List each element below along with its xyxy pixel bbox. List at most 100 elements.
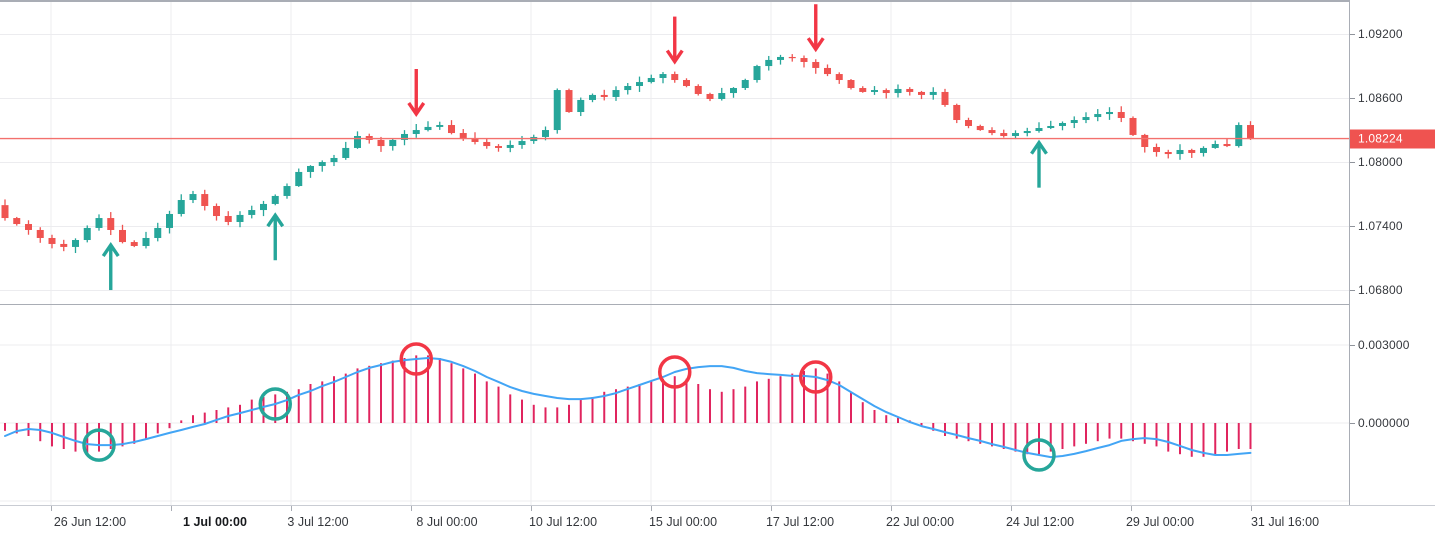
candle-body: [83, 227, 91, 241]
up-arrow-head: [1030, 139, 1048, 155]
candle-body: [471, 138, 479, 142]
time-axis-label: 10 Jul 12:00: [528, 515, 598, 529]
candle-body: [953, 104, 961, 121]
price-tag: 1.08224: [1350, 129, 1435, 149]
candle-body: [36, 229, 44, 238]
candle-body: [683, 80, 690, 86]
candle-body: [283, 186, 291, 196]
time-axis[interactable]: 26 Jun 12:00 1 Jul 00:00 3 Jul 12:00 8 Jul …: [0, 505, 1435, 540]
macd-axis-label: 0.000000: [1358, 416, 1410, 430]
price-tag-value: 1.08224: [1358, 131, 1403, 146]
candle-body: [483, 141, 491, 147]
price-axis-label: 1.07400: [1358, 219, 1403, 234]
candle-body: [1153, 147, 1160, 153]
candle-body: [213, 205, 220, 217]
macd-line: [4, 357, 1252, 459]
candle-body: [929, 91, 937, 95]
candle-body: [436, 125, 444, 127]
candle-body: [565, 90, 573, 113]
candle-body: [918, 91, 925, 95]
red-crossover-circle: [799, 360, 833, 394]
price-axis-label: 1.06800: [1358, 283, 1403, 298]
time-axis-label: 24 Jul 12:00: [1005, 515, 1075, 529]
candle-body: [166, 213, 173, 228]
time-axis-tick: [531, 506, 532, 511]
candle-body: [448, 125, 455, 134]
candle-body: [988, 130, 996, 134]
candle-body: [401, 133, 408, 140]
down-arrow-head: [665, 49, 684, 65]
price-pane[interactable]: [0, 0, 1350, 305]
price-axis-label-tick: [1350, 98, 1355, 100]
candle-body: [706, 93, 714, 99]
macd-pane[interactable]: [0, 305, 1350, 505]
time-axis-label: 22 Jul 00:00: [885, 515, 955, 529]
candle-body: [718, 93, 726, 99]
candle-body: [636, 82, 643, 86]
down-arrow: [407, 69, 426, 118]
candle-body: [941, 91, 949, 105]
candle-body: [765, 59, 773, 67]
macd-axis-label-tick: [1350, 423, 1355, 424]
time-axis-label: 31 Jul 16:00: [1250, 515, 1320, 529]
candle-body: [542, 130, 549, 137]
candle-body: [130, 242, 138, 246]
candle-body: [600, 94, 608, 97]
candle-body: [330, 157, 338, 163]
price-axis-label: 1.08600: [1358, 91, 1403, 106]
time-axis-tick: [171, 506, 172, 511]
candle-body: [589, 94, 596, 100]
candle-body: [154, 227, 162, 238]
candle-body: [1094, 114, 1102, 118]
candle-body: [295, 171, 303, 187]
candle-body: [1117, 112, 1125, 118]
candle-body: [48, 237, 56, 244]
green-crossover-circle: [258, 387, 292, 421]
down-arrow-head: [407, 102, 426, 118]
time-axis-tick: [891, 506, 892, 511]
candle-body: [107, 218, 115, 230]
candle-body: [248, 210, 256, 215]
candle-body: [553, 90, 561, 131]
down-arrow: [665, 16, 684, 65]
up-arrow: [1030, 139, 1048, 188]
candle-body: [271, 195, 279, 204]
candle-body: [389, 139, 397, 147]
candle-body: [377, 139, 385, 147]
candle-body: [1188, 149, 1196, 153]
candle-body: [1176, 149, 1184, 155]
candle-body: [1047, 125, 1055, 129]
green-crossover-circle: [1022, 438, 1056, 472]
candle-body: [647, 77, 655, 83]
up-arrow-head: [266, 212, 285, 228]
candle-body: [260, 203, 267, 211]
candle-body: [224, 216, 232, 222]
up-arrow-head: [101, 242, 120, 257]
candle-body: [882, 90, 890, 94]
candle-body: [741, 80, 749, 89]
candle-body: [1070, 120, 1078, 123]
candle-body: [1023, 130, 1031, 134]
candle-body: [1, 205, 9, 219]
red-crossover-circle: [658, 355, 692, 389]
time-axis-label: 17 Jul 12:00: [765, 515, 835, 529]
price-axis-label-tick: [1350, 226, 1355, 228]
candle-body: [412, 130, 420, 134]
candle-body: [518, 141, 526, 145]
price-pane-canvas: [0, 2, 1350, 305]
candle-body: [119, 229, 126, 243]
green-crossover-circle: [82, 428, 116, 462]
candle-body: [95, 218, 103, 228]
right-axis[interactable]: 1.08224 1.09200 1.08600 1.08000 1.07400 1.06…: [1349, 0, 1435, 505]
time-axis-label: 15 Jul 00:00: [648, 515, 718, 529]
time-axis-tick: [411, 506, 412, 511]
candle-body: [236, 214, 244, 222]
candle-body: [1082, 117, 1090, 121]
candle-body: [60, 243, 68, 247]
pane-divider[interactable]: [0, 304, 1350, 305]
down-arrow: [806, 4, 825, 53]
candle-body: [13, 218, 21, 225]
candle-body: [824, 67, 831, 75]
macd-pane-canvas: [0, 305, 1350, 505]
